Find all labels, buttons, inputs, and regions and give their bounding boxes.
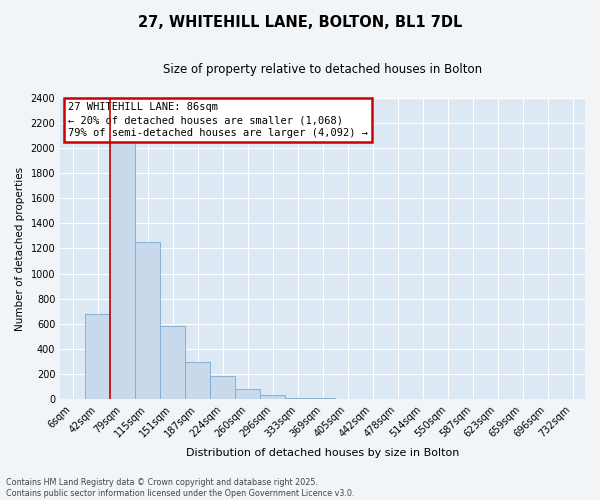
Y-axis label: Number of detached properties: Number of detached properties (15, 166, 25, 330)
Bar (285, 398, 310, 400)
X-axis label: Distribution of detached houses by size in Bolton: Distribution of detached houses by size … (186, 448, 459, 458)
Bar (260, 395, 285, 400)
Text: Contains HM Land Registry data © Crown copyright and database right 2025.
Contai: Contains HM Land Registry data © Crown c… (6, 478, 355, 498)
Bar (335, 399, 360, 400)
Bar (185, 362, 210, 400)
Bar (235, 390, 260, 400)
Bar (85, 314, 110, 400)
Bar (110, 142, 135, 400)
Bar (135, 242, 160, 400)
Text: 27, WHITEHILL LANE, BOLTON, BL1 7DL: 27, WHITEHILL LANE, BOLTON, BL1 7DL (138, 15, 462, 30)
Bar (210, 376, 235, 400)
Text: 27 WHITEHILL LANE: 86sqm
← 20% of detached houses are smaller (1,068)
79% of sem: 27 WHITEHILL LANE: 86sqm ← 20% of detach… (68, 102, 368, 139)
Title: Size of property relative to detached houses in Bolton: Size of property relative to detached ho… (163, 62, 482, 76)
Bar (160, 326, 185, 400)
Bar (310, 398, 335, 400)
